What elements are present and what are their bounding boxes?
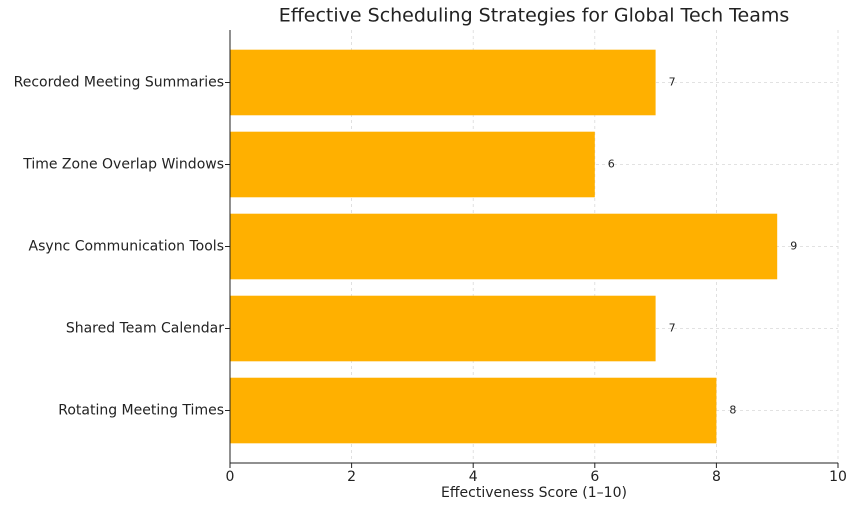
value-label: 7 (669, 322, 676, 335)
x-tick-label: 10 (829, 469, 847, 485)
y-tick-label: Shared Team Calendar (66, 321, 224, 337)
y-tick-label: Rotating Meeting Times (58, 403, 224, 419)
value-label: 8 (729, 404, 736, 417)
bar (230, 295, 656, 362)
bar (230, 377, 717, 444)
value-label: 9 (790, 240, 797, 253)
bar (230, 131, 595, 198)
value-label: 6 (608, 157, 615, 170)
x-tick-label: 4 (469, 469, 478, 485)
x-tick-label: 6 (590, 469, 599, 485)
y-tick-label: Recorded Meeting Summaries (14, 74, 224, 90)
chart-title: Effective Scheduling Strategies for Glob… (279, 5, 790, 27)
x-axis-label: Effectiveness Score (1–10) (441, 485, 627, 501)
x-tick-label: 8 (712, 469, 721, 485)
y-tick-label: Async Communication Tools (29, 239, 224, 255)
y-tick-label: Time Zone Overlap Windows (22, 156, 224, 172)
x-tick-label: 2 (347, 469, 356, 485)
bar (230, 49, 656, 116)
bar (230, 213, 778, 280)
x-tick-label: 0 (226, 469, 235, 485)
value-label: 7 (669, 75, 676, 88)
